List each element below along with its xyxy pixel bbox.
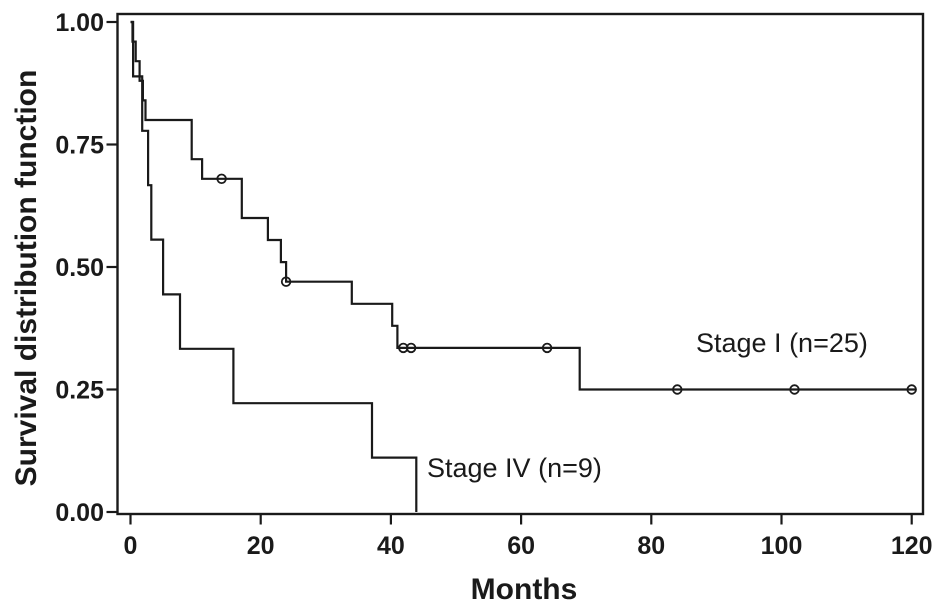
y-tick-label: 0.75 xyxy=(55,132,104,160)
censor-marks xyxy=(216,173,917,395)
y-axis-ticks xyxy=(106,20,118,514)
x-tick-label: 40 xyxy=(377,532,405,560)
stage-i-censor-mark xyxy=(216,173,227,185)
stage-i-censor-mark xyxy=(672,384,683,395)
stage-iv-curve-label: Stage IV (n=9) xyxy=(427,453,602,483)
stage-iv-curve xyxy=(130,20,418,512)
stage-i-censor-mark xyxy=(541,342,553,354)
stage-i-censor-mark xyxy=(280,276,292,287)
y-axis-title: Survival distribution function xyxy=(10,70,43,487)
y-tick-label: 0.00 xyxy=(55,499,104,527)
stage-i-censor-mark xyxy=(789,384,800,395)
x-axis-tick-labels: 0 20 40 60 80 100 120 xyxy=(124,532,933,560)
x-axis-ticks xyxy=(129,514,913,525)
stage-i-censor-mark xyxy=(405,342,417,354)
y-tick-label: 0.25 xyxy=(55,377,104,405)
stage-i-curve xyxy=(130,20,916,391)
y-tick-label: 1.00 xyxy=(55,9,104,37)
stage-i-censor-mark xyxy=(906,384,917,395)
x-tick-label: 20 xyxy=(247,532,275,560)
x-axis-title: Months xyxy=(471,573,578,606)
x-tick-label: 120 xyxy=(891,532,933,560)
x-tick-label: 80 xyxy=(637,532,665,560)
x-tick-label: 100 xyxy=(761,532,803,560)
x-tick-label: 0 xyxy=(124,532,138,560)
y-tick-label: 0.50 xyxy=(55,254,104,282)
plot-frame xyxy=(116,12,925,516)
survival-curves xyxy=(130,20,916,512)
y-axis-tick-labels: 1.00 0.75 0.50 0.25 0.00 xyxy=(55,9,104,527)
x-tick-label: 60 xyxy=(507,532,535,560)
stage-i-curve-label: Stage I (n=25) xyxy=(696,328,868,358)
